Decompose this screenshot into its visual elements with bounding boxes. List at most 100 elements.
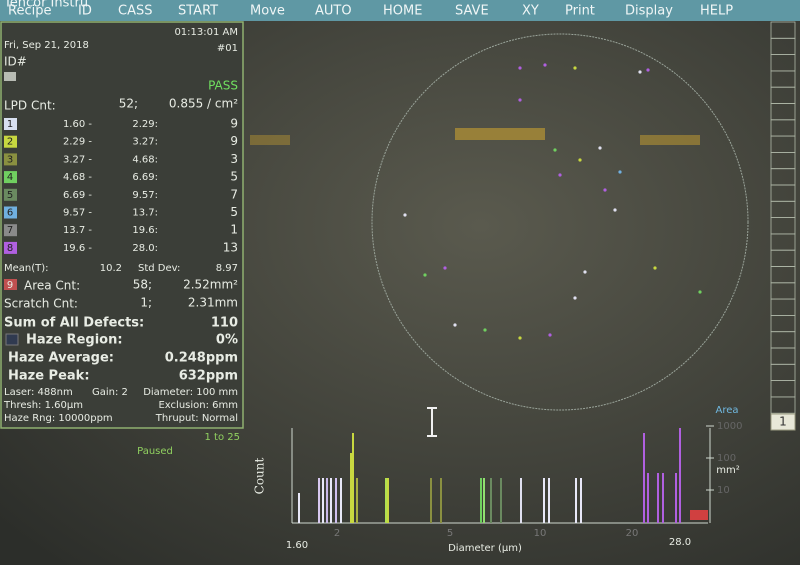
haze-swatch <box>5 333 19 346</box>
info-panel <box>0 21 244 429</box>
reflection <box>455 128 545 140</box>
gain: Gain: 2 <box>92 387 128 398</box>
diameter: Diameter: 100 mm <box>143 387 238 398</box>
icon <box>4 72 16 81</box>
bin-count: 7 <box>230 187 238 201</box>
menu-item: HOME <box>383 4 422 19</box>
hist-bar <box>340 478 342 523</box>
bin-high: 13.7: <box>132 208 158 219</box>
hist-bar <box>298 493 300 523</box>
bin-swatch <box>4 135 17 148</box>
x-tick-label: 20 <box>626 528 639 539</box>
hist-bar <box>490 478 492 523</box>
bin-low: 2.29 - <box>63 137 92 148</box>
thresh: Thresh: 1.60µm <box>3 400 83 411</box>
area-label: Area Cnt: <box>24 279 80 293</box>
defect <box>583 270 587 274</box>
bin-low: 1.60 - <box>63 119 92 130</box>
hist-bar <box>543 478 545 523</box>
defect <box>653 266 657 270</box>
hist-bar <box>318 478 320 523</box>
y-label: Count <box>253 457 267 494</box>
exclusion: Exclusion: 6mm <box>158 400 238 411</box>
bin-low: 13.7 - <box>63 225 92 236</box>
defect <box>558 173 562 177</box>
x-label: Diameter (µm) <box>448 543 522 554</box>
area-tick-label: 1000 <box>717 421 742 432</box>
brand: Tencor Instru <box>3 0 88 11</box>
bin-high: 6.69: <box>132 172 158 183</box>
std-label: Std Dev: <box>138 263 180 274</box>
hist-bar <box>356 478 358 523</box>
id-value: #01 <box>217 43 238 54</box>
x-min: 1.60 <box>286 540 308 551</box>
state: Paused <box>137 446 173 457</box>
defect <box>578 158 582 162</box>
wafer-outline <box>371 33 749 411</box>
haze-peak-label: Haze Peak: <box>8 369 90 384</box>
thruput: Thruput: Normal <box>155 413 238 424</box>
area-tick-label: 10 <box>717 485 730 496</box>
haze-region-value: 0% <box>216 333 238 348</box>
bin-low: 3.27 - <box>63 154 92 165</box>
bin-index: 8 <box>7 243 13 254</box>
menu-item: Recipe <box>8 4 51 19</box>
lpd-label: LPD Cnt: <box>4 99 56 113</box>
std-value: 8.97 <box>216 263 238 274</box>
hist-bar <box>335 478 337 523</box>
bin-index: 1 <box>7 119 13 130</box>
bin-count: 9 <box>230 117 238 131</box>
hist-bar <box>352 433 354 523</box>
haze-avg-label: Haze Average: <box>8 351 114 366</box>
bin-swatch <box>4 206 17 219</box>
reflection <box>250 135 290 145</box>
lpd-density: 0.855 / cm² <box>169 97 238 111</box>
menu-item: START <box>178 4 218 19</box>
bin-index: 3 <box>7 154 13 165</box>
bin-count: 3 <box>230 152 238 166</box>
defect <box>518 336 522 340</box>
status: PASS <box>208 79 238 93</box>
cursor <box>427 407 437 437</box>
bin-high: 19.6: <box>132 225 158 236</box>
area-label: Area <box>715 405 738 416</box>
menu-item: AUTO <box>315 4 352 19</box>
bin-swatch <box>4 118 17 130</box>
bin-swatch <box>4 153 17 166</box>
hist-bar <box>430 478 432 523</box>
bins: 1 1.60 - 2.29: 9 2 2.29 - 3.27: 9 3 3.27 - 4.68: 3 4… <box>4 117 238 254</box>
defect <box>573 66 577 70</box>
lpd-count: 52; <box>119 97 138 111</box>
defect <box>598 146 602 150</box>
hist-bar <box>350 453 352 523</box>
bin-index: 6 <box>7 208 13 219</box>
hist-bar <box>387 478 389 523</box>
hist-bar <box>575 478 577 523</box>
hist-bar <box>647 473 649 523</box>
date: Fri, Sep 21, 2018 <box>4 40 89 51</box>
hist-bar <box>330 478 332 523</box>
bin-high: 28.0: <box>132 243 158 254</box>
mean-label: Mean(T): <box>4 263 49 274</box>
menu-item: Move <box>250 4 285 19</box>
defect <box>483 328 487 332</box>
area-tick-label: 100 <box>717 453 736 464</box>
menu-item: CASS <box>118 4 152 19</box>
area-ticks: 1000 100 10 <box>706 421 742 496</box>
scratch-value: 2.31mm <box>188 296 238 310</box>
defect <box>543 63 547 67</box>
sum-label: Sum of All Defects: <box>4 316 144 331</box>
bin-count: 5 <box>230 170 238 184</box>
defect <box>518 98 522 102</box>
haze-region-label: Haze Region: <box>26 333 123 348</box>
laser: Laser: 488nm <box>4 387 73 398</box>
scratch-count: 1; <box>140 296 152 310</box>
x-ticks: 2 5 10 20 <box>334 528 639 539</box>
current-slot-label: 1 <box>779 415 787 429</box>
defect <box>518 66 522 70</box>
hist-bar <box>662 473 664 523</box>
haze-range: Haze Rng: 10000ppm <box>4 413 113 424</box>
area-value: 2.52mm² <box>183 278 238 292</box>
menu-item: Print <box>565 4 595 19</box>
bin-high: 2.29: <box>132 119 158 130</box>
